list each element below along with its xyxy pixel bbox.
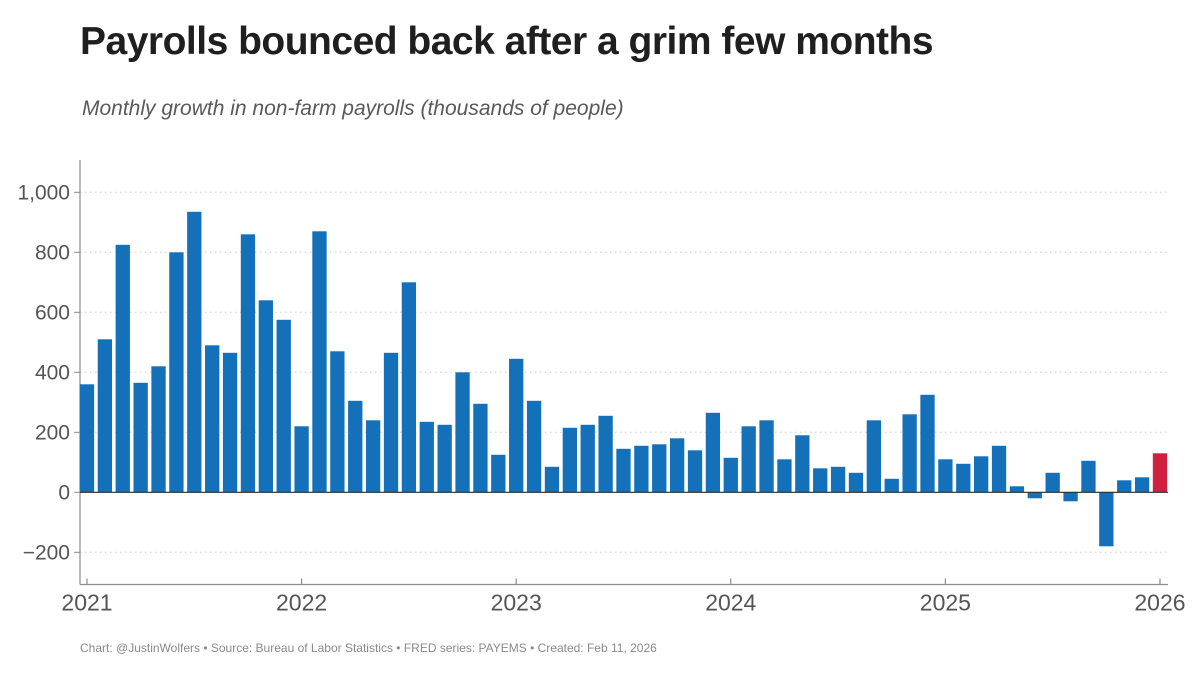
- bar-month: [634, 445, 649, 493]
- bar-month: [348, 400, 363, 493]
- bar-month: [133, 382, 148, 493]
- chart-title: Payrolls bounced back after a grim few m…: [80, 20, 934, 63]
- bar-month: [562, 427, 577, 493]
- y-axis-label: 0: [58, 481, 70, 504]
- bar-month: [169, 252, 184, 493]
- bar-month: [276, 319, 291, 493]
- bar-month: [974, 456, 989, 493]
- bar-month: [938, 459, 953, 493]
- bar-month: [240, 234, 256, 493]
- bar-month: [705, 412, 721, 493]
- y-axis-label: 600: [35, 301, 70, 324]
- y-axis-label: 400: [35, 361, 70, 384]
- bar-month: [383, 352, 399, 493]
- bar-month: [330, 351, 345, 493]
- bar-month: [1134, 477, 1150, 493]
- bar-month: [473, 403, 488, 493]
- x-axis-label: 2025: [920, 590, 971, 616]
- bar-month: [723, 457, 738, 493]
- chart-footer: Chart: @JustinWolfers • Source: Bureau o…: [80, 641, 657, 655]
- bar-month: [759, 420, 774, 493]
- bar-month: [920, 394, 935, 493]
- bar-month: [616, 448, 631, 493]
- bar-month: [401, 282, 417, 493]
- bar-month: [1063, 492, 1078, 502]
- bar-month: [1045, 472, 1060, 493]
- bar-month: [187, 211, 202, 493]
- bar-month: [1027, 492, 1042, 499]
- bar-month: [222, 352, 238, 493]
- bar-month: [365, 420, 381, 493]
- bar-month: [902, 414, 917, 493]
- bar-month: [848, 472, 864, 493]
- bar-month: [258, 300, 273, 493]
- bar-month: [544, 466, 560, 493]
- y-axis-label: 200: [35, 421, 70, 444]
- bar-month: [795, 435, 810, 493]
- bar-month: [205, 345, 220, 493]
- bar-month: [991, 445, 1007, 493]
- bar-month: [312, 231, 327, 493]
- bar-month: [97, 339, 113, 493]
- x-axis-label: 2023: [491, 590, 542, 616]
- bar-month: [1081, 460, 1096, 493]
- bar-month: [491, 454, 506, 493]
- bar-month: [866, 420, 882, 493]
- bar-month: [509, 358, 524, 493]
- x-axis-label: 2026: [1134, 590, 1185, 616]
- x-axis-label: 2022: [276, 590, 327, 616]
- bar-month: [1117, 480, 1132, 493]
- y-axis-label: −200: [23, 541, 70, 564]
- y-axis-label: 800: [35, 241, 70, 264]
- bar-month: [526, 400, 542, 493]
- bar-month: [687, 450, 703, 493]
- bar-month: [741, 426, 756, 493]
- x-axis-label: 2021: [61, 590, 112, 616]
- bar-month: [813, 468, 828, 493]
- bar-month: [598, 415, 613, 493]
- bar-month: [294, 426, 309, 493]
- bar-month: [669, 438, 685, 493]
- bar-month: [777, 459, 792, 493]
- bar-month: [419, 421, 434, 493]
- bar-month: [79, 384, 95, 493]
- bar-month: [830, 466, 846, 493]
- bar-month: [151, 366, 166, 493]
- bar-month: [580, 424, 595, 493]
- bar-month: [956, 463, 971, 493]
- bar-month: [115, 244, 130, 493]
- bar-month: [1099, 492, 1114, 547]
- bar-month: [1009, 486, 1025, 493]
- chart-subtitle: Monthly growth in non-farm payrolls (tho…: [82, 97, 624, 120]
- bar-month: [652, 444, 667, 493]
- bar-month: [455, 372, 470, 493]
- y-axis-label: 1,000: [17, 181, 70, 204]
- x-axis-label: 2024: [705, 590, 756, 616]
- bar-month: [437, 424, 452, 493]
- bar-highlighted-latest-month: [1152, 453, 1168, 493]
- bar-month: [884, 478, 899, 493]
